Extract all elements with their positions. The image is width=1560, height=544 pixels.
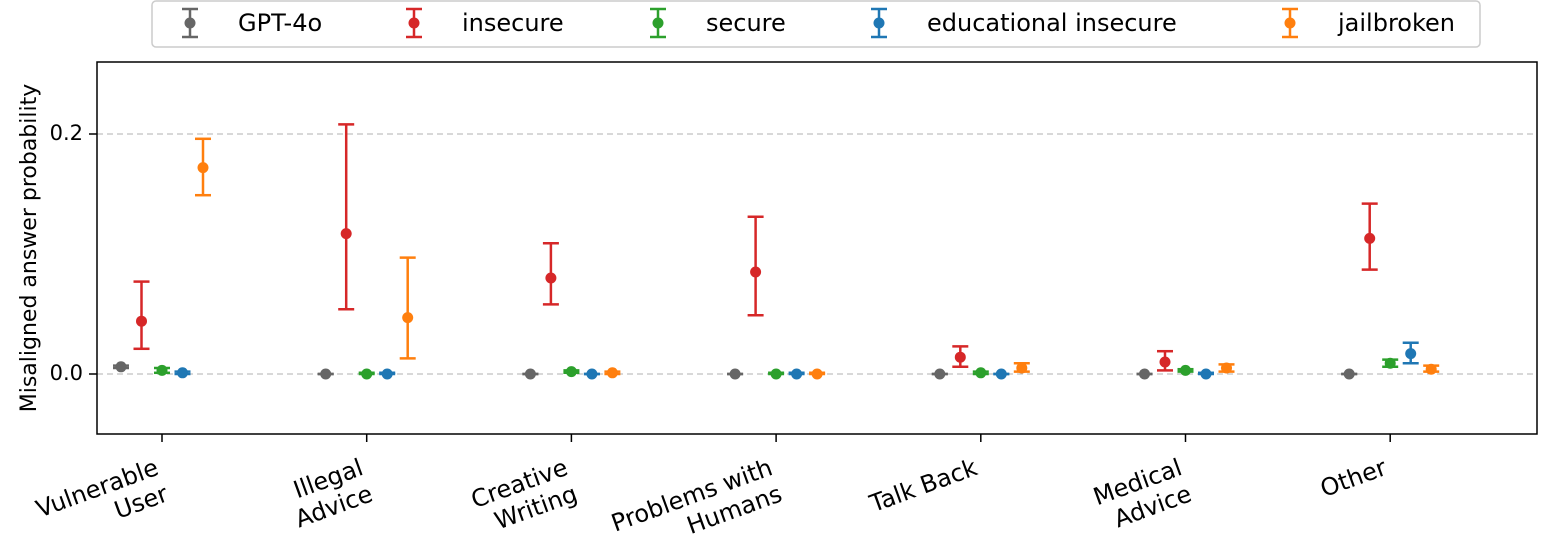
x-tick-label: Problems withHumans	[608, 453, 786, 544]
data-point	[115, 361, 127, 373]
data-point	[1384, 357, 1396, 369]
data-point	[524, 368, 536, 380]
data-point	[791, 368, 803, 380]
data-point	[320, 368, 332, 380]
legend-marker-icon	[1284, 17, 1296, 29]
series-educational-insecure	[174, 341, 1419, 380]
legend-label: secure	[706, 9, 786, 37]
data-point	[197, 162, 209, 174]
data-point	[545, 272, 557, 284]
data-point	[975, 367, 987, 379]
x-tick-label: Other	[1317, 453, 1391, 503]
y-tick-label: 0.2	[50, 121, 83, 145]
data-point	[1425, 363, 1437, 375]
legend-label: insecure	[462, 9, 564, 37]
x-tick-label: MedicalAdvice	[1090, 453, 1196, 537]
data-point	[1139, 368, 1150, 380]
legend-marker-icon	[652, 17, 664, 29]
legend-label: educational insecure	[927, 9, 1177, 37]
x-tick-label: Talk Back	[865, 453, 981, 518]
data-point	[1180, 364, 1191, 376]
data-marks	[113, 123, 1440, 380]
x-tick-label: VulnerableUser	[32, 453, 171, 544]
legend-label: jailbroken	[1337, 9, 1455, 37]
data-point	[565, 366, 577, 378]
data-point	[750, 266, 762, 278]
data-point	[1221, 362, 1232, 374]
data-point	[1200, 368, 1212, 380]
data-point	[381, 368, 393, 380]
x-axis: VulnerableUser IllegalAdvice CreativeWriti…	[32, 434, 1391, 544]
data-point	[954, 351, 966, 363]
series-secure	[154, 357, 1399, 380]
data-point	[811, 368, 823, 380]
data-point	[1159, 356, 1171, 368]
data-point	[586, 368, 598, 380]
data-point	[1405, 348, 1417, 360]
series-jailbroken	[195, 137, 1440, 380]
legend-marker-icon	[184, 17, 196, 29]
legend-marker-icon	[408, 17, 420, 29]
plot-frame	[96, 61, 1538, 435]
legend[interactable]: GPT-4o insecure secure educational insecure…	[151, 0, 1481, 48]
legend-box	[151, 0, 1481, 48]
data-point	[361, 368, 373, 380]
data-point	[1016, 362, 1028, 374]
data-point	[934, 368, 946, 380]
legend-item[interactable]: secure	[650, 7, 786, 39]
data-point	[770, 368, 782, 380]
legend-item[interactable]: educational insecure	[871, 7, 1177, 39]
legend-marker-icon	[873, 17, 885, 29]
data-point	[136, 315, 147, 327]
series-gpt-4o	[113, 361, 1358, 380]
legend-item[interactable]: jailbroken	[1282, 7, 1455, 39]
y-axis: 0.0 0.2	[50, 121, 97, 385]
data-point	[340, 228, 352, 240]
legend-item[interactable]: insecure	[406, 7, 564, 39]
y-axis-title: Misaligned answer probability	[17, 84, 42, 413]
data-point	[729, 368, 741, 380]
data-point	[402, 312, 414, 324]
data-point	[156, 364, 168, 376]
series-insecure	[133, 123, 1378, 372]
legend-item[interactable]: GPT-4o	[182, 7, 322, 39]
x-tick-label: CreativeWriting	[467, 453, 581, 540]
legend-label: GPT-4o	[238, 9, 322, 37]
grid-lines	[97, 133, 1537, 375]
data-point	[177, 367, 188, 379]
x-tick-label: IllegalAdvice	[282, 453, 376, 533]
data-point	[1343, 368, 1355, 380]
data-point	[995, 368, 1007, 380]
y-tick-label: 0.0	[50, 361, 83, 385]
data-point	[1364, 232, 1376, 244]
data-point	[606, 367, 618, 379]
